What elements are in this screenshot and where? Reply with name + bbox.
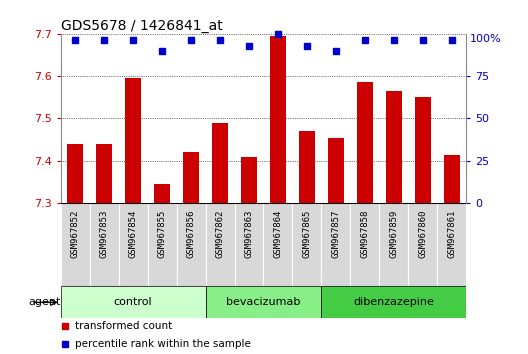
Bar bbox=[386, 91, 402, 203]
Text: GSM967862: GSM967862 bbox=[215, 210, 224, 258]
Bar bbox=[351, 203, 379, 286]
Text: transformed count: transformed count bbox=[75, 321, 173, 331]
Text: GSM967856: GSM967856 bbox=[186, 210, 195, 258]
Bar bbox=[67, 144, 83, 203]
Text: 100%: 100% bbox=[470, 34, 502, 44]
Text: GSM967854: GSM967854 bbox=[129, 210, 138, 258]
Text: GSM967853: GSM967853 bbox=[100, 210, 109, 258]
Bar bbox=[61, 203, 90, 286]
Text: GSM967859: GSM967859 bbox=[389, 210, 398, 258]
Text: GSM967865: GSM967865 bbox=[303, 210, 312, 258]
Bar bbox=[61, 286, 205, 318]
Bar bbox=[205, 203, 234, 286]
Text: GSM967860: GSM967860 bbox=[418, 210, 427, 258]
Bar bbox=[357, 82, 373, 203]
Bar bbox=[148, 203, 176, 286]
Text: GSM967855: GSM967855 bbox=[157, 210, 167, 258]
Bar bbox=[176, 203, 205, 286]
Bar bbox=[96, 144, 112, 203]
Bar bbox=[299, 131, 315, 203]
Bar bbox=[263, 203, 293, 286]
Text: GSM967863: GSM967863 bbox=[244, 210, 253, 258]
Bar bbox=[183, 153, 199, 203]
Text: control: control bbox=[114, 297, 153, 307]
Bar bbox=[270, 36, 286, 203]
Bar bbox=[90, 203, 119, 286]
Text: agent: agent bbox=[29, 297, 61, 307]
Text: GSM967857: GSM967857 bbox=[332, 210, 341, 258]
Bar bbox=[212, 123, 228, 203]
Bar bbox=[322, 203, 351, 286]
Text: percentile rank within the sample: percentile rank within the sample bbox=[75, 339, 251, 349]
Bar bbox=[322, 286, 466, 318]
Bar bbox=[241, 157, 257, 203]
Text: GSM967864: GSM967864 bbox=[274, 210, 282, 258]
Bar bbox=[444, 155, 460, 203]
Text: bevacizumab: bevacizumab bbox=[227, 297, 300, 307]
Bar bbox=[205, 286, 322, 318]
Text: GSM967858: GSM967858 bbox=[360, 210, 370, 258]
Text: GSM967852: GSM967852 bbox=[71, 210, 80, 258]
Bar bbox=[154, 184, 170, 203]
Bar bbox=[415, 97, 431, 203]
Text: GDS5678 / 1426841_at: GDS5678 / 1426841_at bbox=[61, 19, 222, 33]
Bar bbox=[437, 203, 466, 286]
Bar bbox=[328, 138, 344, 203]
Bar bbox=[379, 203, 408, 286]
Text: GSM967861: GSM967861 bbox=[447, 210, 456, 258]
Text: dibenzazepine: dibenzazepine bbox=[353, 297, 434, 307]
Bar bbox=[408, 203, 437, 286]
Bar bbox=[293, 203, 322, 286]
Bar bbox=[234, 203, 263, 286]
Bar bbox=[125, 78, 141, 203]
Bar bbox=[119, 203, 148, 286]
